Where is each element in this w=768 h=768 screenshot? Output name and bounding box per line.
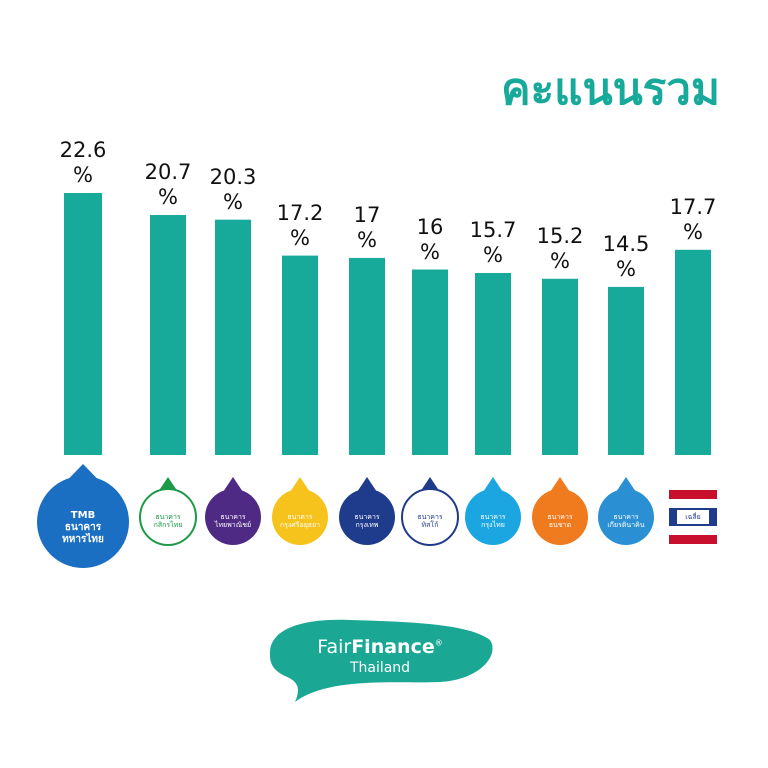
value-label: 15.2 % <box>536 223 584 273</box>
footer-brand: FairFinance® <box>300 636 460 658</box>
flag-stripe <box>669 490 717 499</box>
logo-tip <box>66 464 100 481</box>
logo-tip <box>550 477 570 492</box>
brand-mark: ® <box>434 638 443 648</box>
logo-tip <box>158 477 178 492</box>
logo-tip <box>420 477 440 492</box>
bar <box>675 249 711 455</box>
category-label: ธนาคาร กสิกรไทย <box>153 513 183 529</box>
logo <box>37 476 129 568</box>
logo-tip <box>483 477 503 492</box>
category-label: เฉลี่ย <box>685 513 701 521</box>
category-label: ธนาคาร ทิสโก้ <box>417 513 443 529</box>
bar <box>150 215 186 455</box>
value-label: 22.6 % <box>59 138 107 187</box>
logo-tip <box>357 477 377 492</box>
category-label: ธนาคาร ไทยพาณิชย์ <box>214 513 252 529</box>
category-label: ธนาคาร กรุงเทพ <box>354 513 380 529</box>
category-label: ธนาคาร กรุงศรีอยุธยา <box>279 513 321 529</box>
chart-title: คะแนนรวม <box>501 64 720 115</box>
bar <box>349 257 385 455</box>
flag-stripe <box>669 535 717 544</box>
flag-stripe <box>669 526 717 535</box>
logo-tip <box>616 477 636 492</box>
category-label: ธนาคาร ธนชาต <box>547 513 573 529</box>
bar <box>475 272 511 455</box>
logo <box>272 489 328 545</box>
logo-tip <box>223 477 243 492</box>
footer-blob <box>269 619 493 702</box>
value-label: 16 % <box>416 214 444 264</box>
category-label: TMB ธนาคาร ทหารไทย <box>62 510 104 545</box>
logo-tip <box>290 477 310 492</box>
logo <box>139 488 197 546</box>
logo <box>205 489 261 545</box>
footer-subtitle: Thailand <box>349 660 411 676</box>
flag-stripe <box>669 499 717 508</box>
category-label: ธนาคาร กรุงไทย <box>480 513 506 529</box>
bar <box>282 255 318 455</box>
bar <box>412 269 448 455</box>
logo <box>532 489 588 545</box>
bar <box>608 286 644 455</box>
category-label: ธนาคาร เกียรตินาคิน <box>607 513 645 529</box>
value-label: 17 % <box>353 202 381 252</box>
logo <box>465 489 521 545</box>
bar <box>542 278 578 455</box>
value-label: 15.7 % <box>469 217 517 267</box>
bar <box>64 193 102 455</box>
logo <box>339 489 395 545</box>
value-label: 17.2 % <box>276 200 324 250</box>
brand-left: Fair <box>317 636 352 658</box>
flag-box <box>677 510 709 524</box>
bar <box>215 219 251 455</box>
logo <box>598 489 654 545</box>
value-label: 20.3 % <box>209 164 257 214</box>
brand-right: Finance <box>351 636 435 658</box>
logo <box>401 488 459 546</box>
value-label: 17.7 % <box>669 194 717 244</box>
value-label: 20.7 % <box>144 160 192 210</box>
value-label: 14.5 % <box>602 231 650 281</box>
